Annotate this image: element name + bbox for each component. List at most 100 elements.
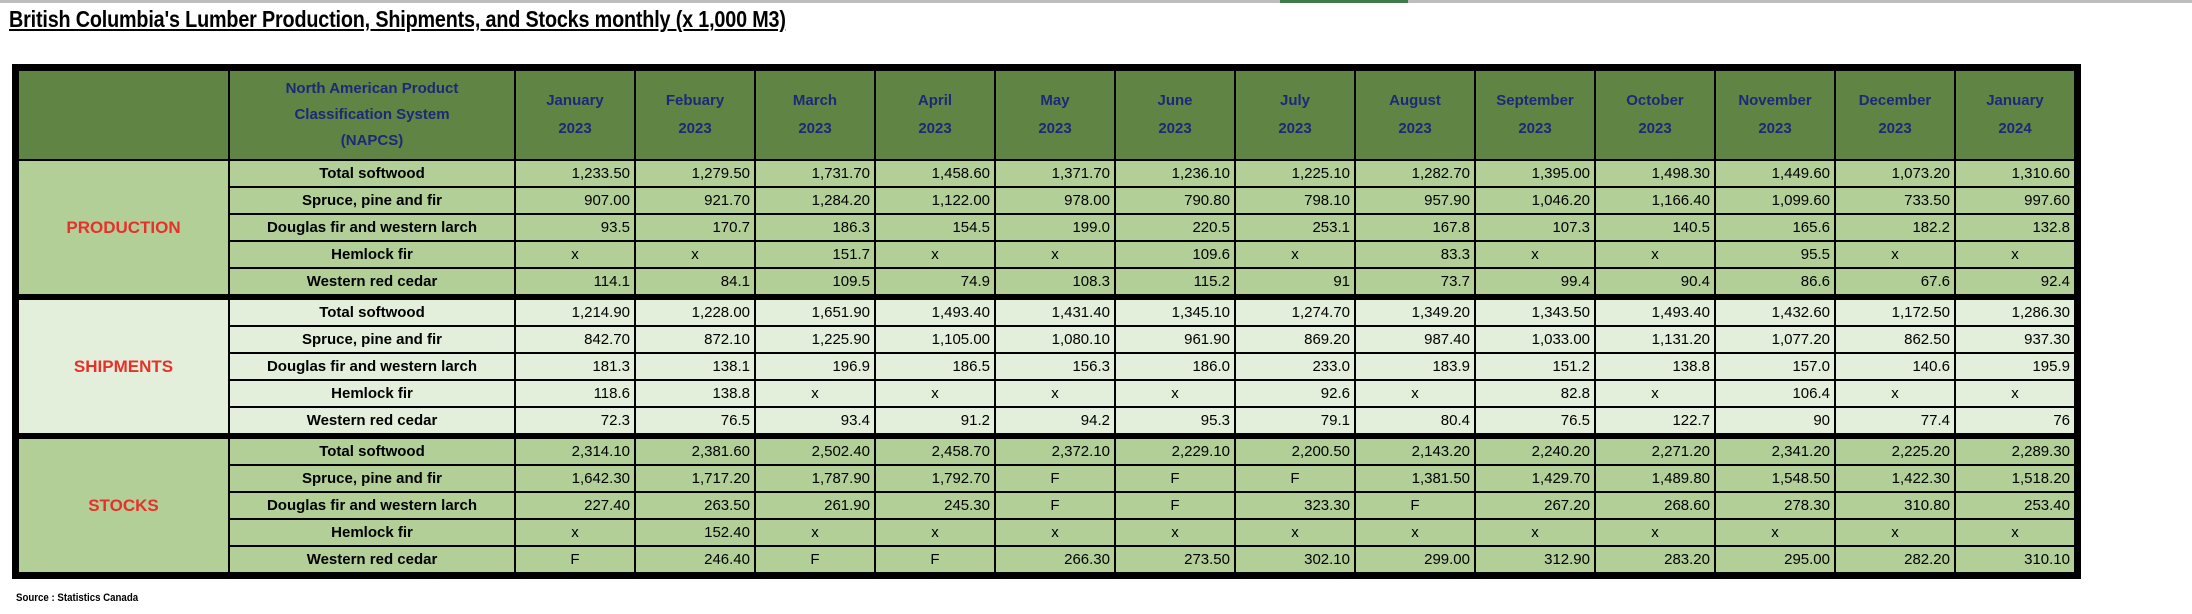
value-cell: 195.9 bbox=[1956, 354, 2074, 379]
header-month-year: 2023 bbox=[1398, 120, 1432, 137]
value-cell: 82.8 bbox=[1476, 381, 1594, 406]
value-cell: 151.7 bbox=[756, 242, 874, 267]
value-cell: 2,143.20 bbox=[1356, 435, 1474, 464]
value-cell: 233.0 bbox=[1236, 354, 1354, 379]
header-blank bbox=[19, 71, 228, 159]
value-cell: 99.4 bbox=[1476, 269, 1594, 294]
value-cell: 1,493.40 bbox=[876, 296, 994, 325]
value-cell: 261.90 bbox=[756, 493, 874, 518]
value-cell: 1,225.10 bbox=[1236, 161, 1354, 186]
value-cell: 151.2 bbox=[1476, 354, 1594, 379]
value-cell: 997.60 bbox=[1956, 188, 2074, 213]
value-cell: 91 bbox=[1236, 269, 1354, 294]
value-cell: 1,429.70 bbox=[1476, 466, 1594, 491]
value-cell: 1,731.70 bbox=[756, 161, 874, 186]
row-label: Spruce, pine and fir bbox=[230, 327, 514, 352]
value-cell: 1,449.60 bbox=[1716, 161, 1834, 186]
row-label: Total softwood bbox=[230, 296, 514, 325]
value-cell: F bbox=[996, 493, 1114, 518]
header-month: March 2023 bbox=[756, 71, 874, 159]
value-cell: 92.4 bbox=[1956, 269, 2074, 294]
lumber-table: North American Product Classification Sys… bbox=[17, 69, 2076, 574]
value-cell: x bbox=[1476, 520, 1594, 545]
value-cell: 1,345.10 bbox=[1116, 296, 1234, 325]
value-cell: 842.70 bbox=[516, 327, 634, 352]
value-cell: 186.3 bbox=[756, 215, 874, 240]
value-cell: 1,080.10 bbox=[996, 327, 1114, 352]
value-cell: 152.40 bbox=[636, 520, 754, 545]
value-cell: 76.5 bbox=[636, 408, 754, 433]
table-row: Western red cedar 114.1 84.1 109.5 74.9 108.3… bbox=[19, 269, 2074, 294]
value-cell: 186.0 bbox=[1116, 354, 1234, 379]
table-row: STOCKS Total softwood 2,314.10 2,381.60 2,50… bbox=[19, 435, 2074, 572]
value-cell: 1,310.60 bbox=[1956, 161, 2074, 186]
header-month-year: 2023 bbox=[798, 120, 832, 137]
value-cell: 1,498.30 bbox=[1596, 161, 1714, 186]
value-cell: 1,458.60 bbox=[876, 161, 994, 186]
value-cell: 79.1 bbox=[1236, 408, 1354, 433]
value-cell: x bbox=[1596, 381, 1714, 406]
value-cell: 108.3 bbox=[996, 269, 1114, 294]
value-cell: 196.9 bbox=[756, 354, 874, 379]
source-note: Source : Statistics Canada bbox=[16, 592, 139, 604]
header-month-name: January bbox=[1986, 92, 2044, 109]
value-cell: 86.6 bbox=[1716, 269, 1834, 294]
table-row: SHIPMENTS Total softwood 1,214.90 1,228.00 1… bbox=[19, 296, 2074, 433]
table-row: Western red cedar F 246.40 F F 266.30 273.50 30… bbox=[19, 547, 2074, 572]
header-napcs: North American Product Classification Sys… bbox=[230, 71, 514, 159]
value-cell: 1,651.90 bbox=[756, 296, 874, 325]
header-month-name: Febuary bbox=[665, 92, 725, 109]
value-cell: 114.1 bbox=[516, 269, 634, 294]
value-cell: 92.6 bbox=[1236, 381, 1354, 406]
value-cell: 1,493.40 bbox=[1596, 296, 1714, 325]
value-cell: 937.30 bbox=[1956, 327, 2074, 352]
value-cell: 118.6 bbox=[516, 381, 634, 406]
value-cell: x bbox=[1116, 381, 1234, 406]
value-cell: 167.8 bbox=[1356, 215, 1474, 240]
value-cell: x bbox=[1956, 520, 2074, 545]
value-cell: 227.40 bbox=[516, 493, 634, 518]
value-cell: 1,236.10 bbox=[1116, 161, 1234, 186]
value-cell: 299.00 bbox=[1356, 547, 1474, 572]
value-cell: 90.4 bbox=[1596, 269, 1714, 294]
value-cell: 1,548.50 bbox=[1716, 466, 1834, 491]
row-label: Spruce, pine and fir bbox=[230, 188, 514, 213]
value-cell: 978.00 bbox=[996, 188, 1114, 213]
value-cell: x bbox=[1836, 520, 1954, 545]
value-cell: 1,225.90 bbox=[756, 327, 874, 352]
active-sheet-indicator bbox=[1280, 0, 1408, 3]
value-cell: 2,271.20 bbox=[1596, 435, 1714, 464]
value-cell: 76.5 bbox=[1476, 408, 1594, 433]
value-cell: 263.50 bbox=[636, 493, 754, 518]
value-cell: 1,077.20 bbox=[1716, 327, 1834, 352]
value-cell: 1,717.20 bbox=[636, 466, 754, 491]
value-cell: 132.8 bbox=[1956, 215, 2074, 240]
value-cell: 1,395.00 bbox=[1476, 161, 1594, 186]
value-cell: x bbox=[876, 381, 994, 406]
table-row: Douglas fir and western larch 181.3 138.1 1… bbox=[19, 354, 2074, 379]
value-cell: 267.20 bbox=[1476, 493, 1594, 518]
header-month-name: August bbox=[1389, 92, 1441, 109]
header-month: July 2023 bbox=[1236, 71, 1354, 159]
header-napcs-line: North American Product bbox=[285, 80, 459, 97]
header-month: June 2023 bbox=[1116, 71, 1234, 159]
value-cell: 157.0 bbox=[1716, 354, 1834, 379]
value-cell: x bbox=[516, 242, 634, 267]
value-cell: 245.30 bbox=[876, 493, 994, 518]
value-cell: 1,131.20 bbox=[1596, 327, 1714, 352]
group-label-shipments: SHIPMENTS bbox=[19, 296, 228, 433]
table-row: Spruce, pine and fir 907.00 921.70 1,284.20… bbox=[19, 188, 2074, 213]
table-row: Hemlock fir x x 151.7 x x 109.6 x 83.3 x x 95.5 x x bbox=[19, 242, 2074, 267]
value-cell: 1,792.70 bbox=[876, 466, 994, 491]
header-napcs-line: Classification System bbox=[294, 106, 450, 123]
row-label: Total softwood bbox=[230, 161, 514, 186]
value-cell: 961.90 bbox=[1116, 327, 1234, 352]
value-cell: 1,343.50 bbox=[1476, 296, 1594, 325]
value-cell: 91.2 bbox=[876, 408, 994, 433]
value-cell: x bbox=[1596, 520, 1714, 545]
value-cell: 77.4 bbox=[1836, 408, 1954, 433]
table-row: Douglas fir and western larch 227.40 263.5… bbox=[19, 493, 2074, 518]
value-cell: 199.0 bbox=[996, 215, 1114, 240]
value-cell: 109.6 bbox=[1116, 242, 1234, 267]
value-cell: 283.20 bbox=[1596, 547, 1714, 572]
